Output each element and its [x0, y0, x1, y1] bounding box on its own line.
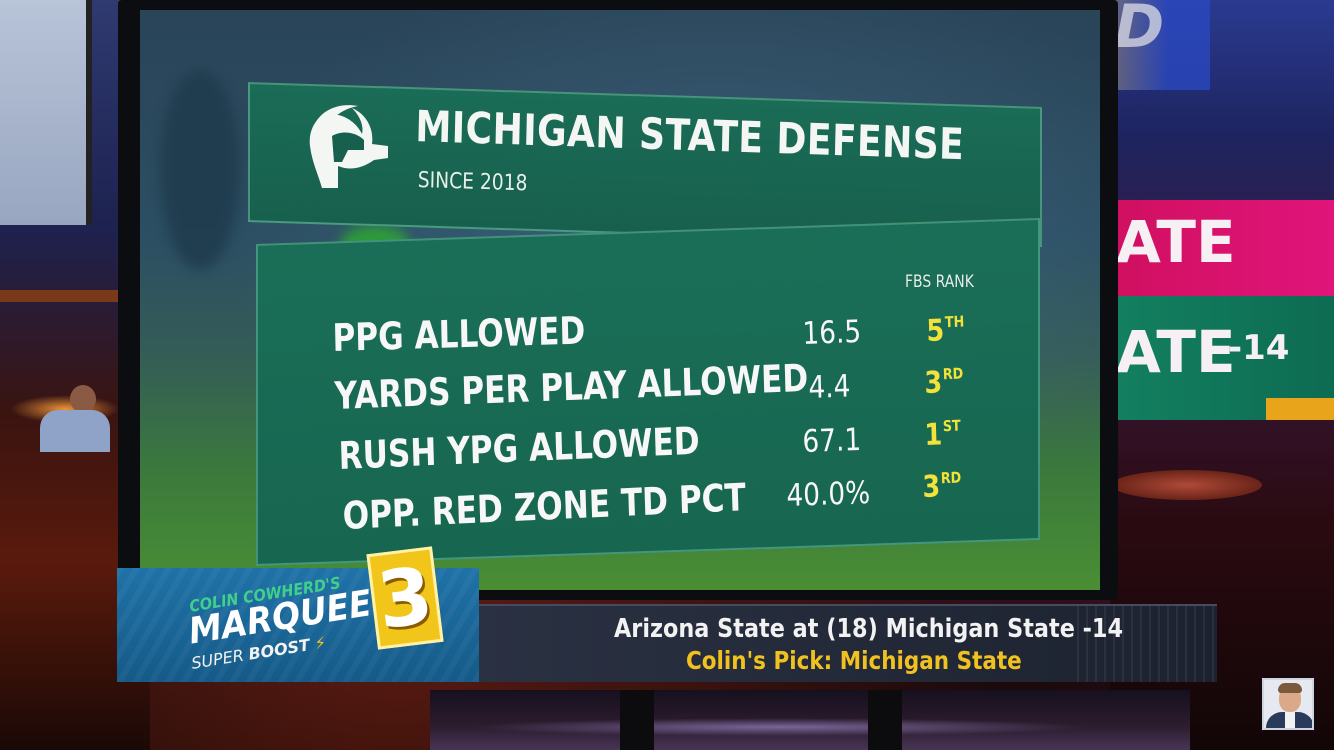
stat-value-red-zone: 40.0%: [786, 474, 871, 514]
stat-rank-rush-ypg-number: 1: [924, 417, 943, 453]
right-shelf: [1266, 398, 1334, 420]
host-shirt: [1285, 712, 1295, 728]
stat-rank-ypp-number: 3: [924, 365, 943, 401]
stat-rank-rush-ypg-suffix: ST: [942, 416, 961, 436]
host-thumbnail: [1262, 678, 1314, 730]
spartan-helmet-icon: [309, 105, 388, 188]
person-head: [70, 385, 96, 413]
person-torso: [40, 410, 110, 452]
rank-column-header: FBS RANK: [905, 272, 974, 292]
stat-rank-ppg: 5TH: [926, 312, 965, 349]
segment-number-badge: 3: [366, 546, 444, 650]
side-board-spread: -14: [1228, 328, 1290, 368]
stat-value-rush-ypg: 67.1: [802, 421, 862, 460]
side-board-text-2: ATE: [1116, 318, 1236, 386]
left-shelf: [0, 290, 150, 302]
stat-rank-ypp: 3RD: [924, 364, 964, 401]
monitor-stand-right: [868, 690, 902, 750]
side-board-text-1: ATE: [1116, 208, 1236, 276]
stat-rank-ypp-suffix: RD: [942, 364, 964, 384]
stat-rank-red-zone-number: 3: [922, 469, 941, 505]
matchup-text: Arizona State at (18) Michigan State -14: [614, 614, 1124, 644]
side-video-board: ATE ATE -14: [1112, 200, 1334, 420]
stat-rank-rush-ypg: 1ST: [924, 417, 961, 453]
floor-light: [470, 718, 1090, 736]
stat-rank-ppg-suffix: TH: [944, 312, 965, 332]
stat-rank-ppg-number: 5: [926, 313, 945, 349]
right-table: [1112, 470, 1262, 500]
stat-label-ppg: PPG ALLOWED: [332, 308, 586, 360]
stat-rank-red-zone: 3RD: [922, 468, 962, 505]
side-board-pink-band: [1112, 200, 1334, 296]
blurred-player-left: [160, 70, 240, 270]
stat-rank-red-zone-suffix: RD: [940, 468, 962, 488]
left-wall-panel: [0, 0, 92, 225]
monitor-stand-left: [620, 690, 654, 750]
host-hair: [1278, 683, 1302, 693]
pick-text: Colin's Pick: Michigan State: [686, 646, 1022, 675]
graphic-subtitle: SINCE 2018: [417, 168, 528, 197]
game-info-bar: [479, 604, 1217, 682]
background-person: [40, 385, 110, 452]
stat-value-ypp: 4.4: [808, 368, 851, 406]
stat-value-ppg: 16.5: [802, 313, 862, 352]
